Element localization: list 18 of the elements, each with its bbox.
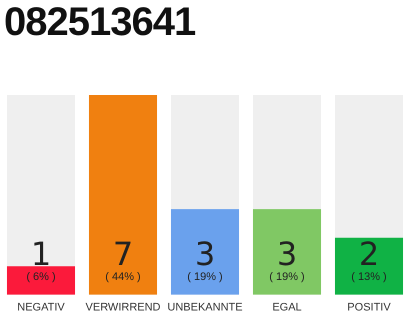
data-label: 7 (112, 234, 134, 273)
x-tick-label: VERWIRREND (86, 301, 161, 314)
annotation: ( 13% ) (351, 270, 387, 283)
data-label: 2 (358, 234, 380, 273)
x-tick-label: UNBEKANNTE (167, 301, 243, 314)
x-tick-label: EGAL (272, 301, 302, 314)
bar (6, 266, 76, 295)
chart-title: 082513641 (4, 0, 196, 45)
data-label: 1 (30, 234, 52, 273)
data-label: 3 (276, 234, 298, 273)
bar (334, 238, 404, 295)
annotation: ( 19% ) (187, 270, 223, 283)
annotation: ( 6% ) (26, 270, 56, 283)
annotation: ( 44% ) (105, 270, 141, 283)
x-tick-label: POSITIV (347, 301, 392, 314)
annotation: ( 19% ) (269, 270, 305, 283)
x-tick-label: NEGATIV (17, 301, 66, 314)
data-label: 3 (194, 234, 216, 273)
